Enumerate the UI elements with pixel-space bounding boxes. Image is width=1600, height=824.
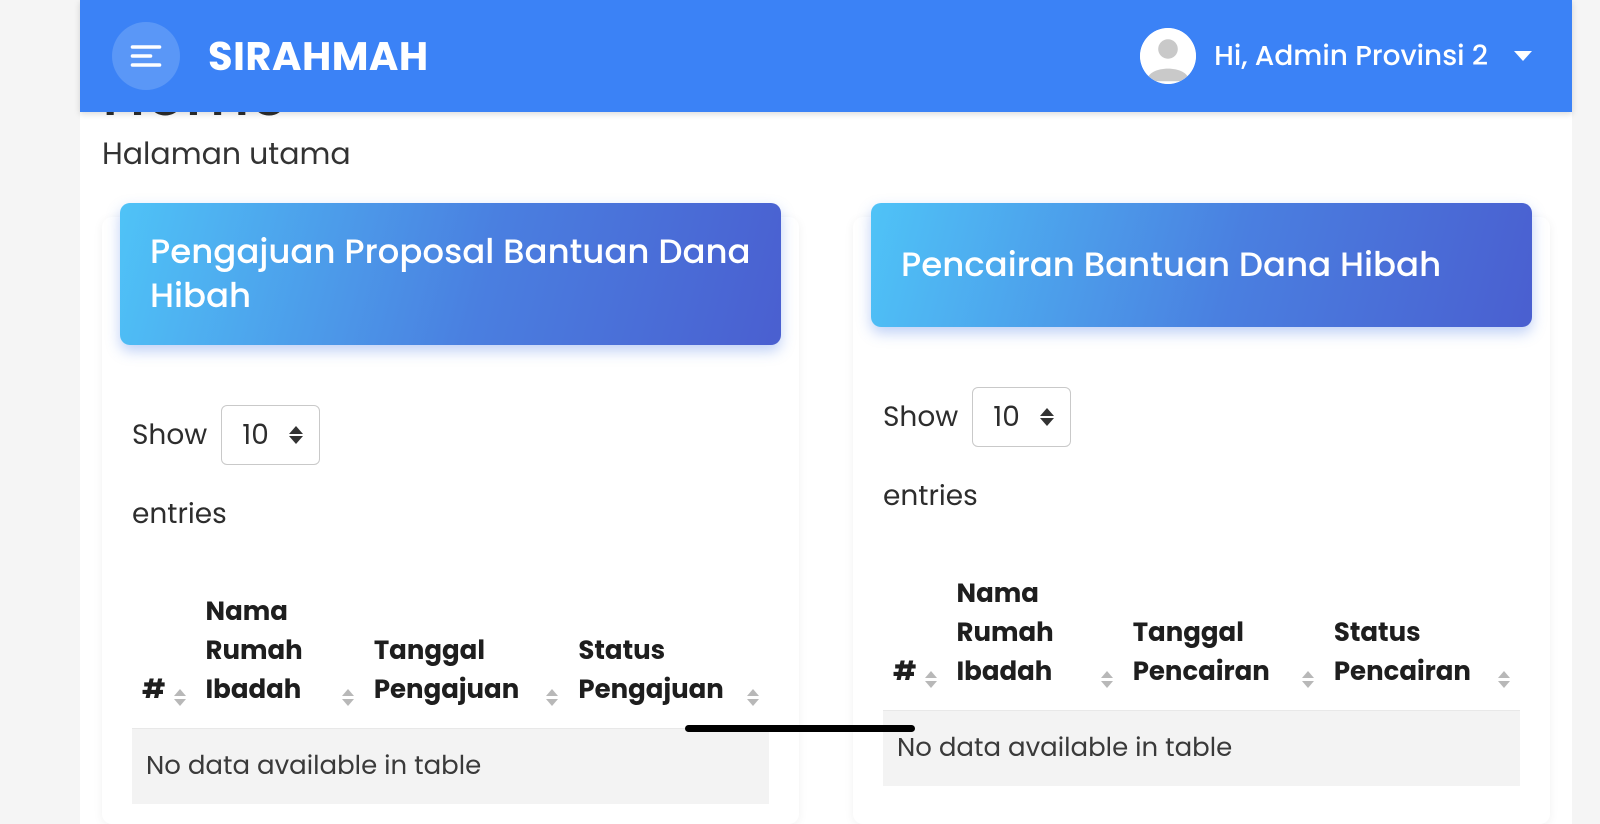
user-greeting: Hi, Admin Provinsi 2 xyxy=(1214,35,1488,77)
empty-row: No data available in table xyxy=(883,711,1520,787)
card-body: Show 10 entries # Nama Rumah Ibadah xyxy=(102,345,799,824)
card-title: Pengajuan Proposal Bantuan Dana Hibah xyxy=(150,229,751,317)
page-wrap: SIRAHMAH Hi, Admin Provinsi 2 Home Halam… xyxy=(0,0,1600,824)
sort-icon xyxy=(1498,671,1510,688)
card-pengajuan: Pengajuan Proposal Bantuan Dana Hibah Sh… xyxy=(102,217,799,824)
page-size-value: 10 xyxy=(993,396,1020,438)
show-entries: Show 10 entries xyxy=(132,405,769,535)
show-entries: Show 10 entries xyxy=(883,387,1520,517)
sort-icon xyxy=(342,689,354,706)
sort-icon xyxy=(1101,671,1113,688)
content: Home Halaman utama Pengajuan Proposal Ba… xyxy=(80,0,1572,824)
sort-icon xyxy=(546,689,558,706)
select-arrows-icon xyxy=(289,426,303,444)
page-size-select[interactable]: 10 xyxy=(221,405,320,465)
entries-label: entries xyxy=(132,493,227,535)
show-label: Show xyxy=(883,396,958,438)
menu-toggle-button[interactable] xyxy=(112,22,180,90)
col-status[interactable]: Status Pencairan xyxy=(1324,567,1520,711)
topbar: SIRAHMAH Hi, Admin Provinsi 2 xyxy=(80,0,1572,112)
col-nama[interactable]: Nama Rumah Ibadah xyxy=(947,567,1123,711)
topbar-left: SIRAHMAH xyxy=(112,22,429,90)
card-header: Pencairan Bantuan Dana Hibah xyxy=(871,203,1532,327)
home-indicator xyxy=(685,725,915,732)
sort-icon xyxy=(747,689,759,706)
card-header: Pengajuan Proposal Bantuan Dana Hibah xyxy=(120,203,781,345)
cards-row: Pengajuan Proposal Bantuan Dana Hibah Sh… xyxy=(80,217,1572,824)
page-size-select[interactable]: 10 xyxy=(972,387,1071,447)
col-tanggal[interactable]: Tanggal Pengajuan xyxy=(364,585,569,729)
data-table: # Nama Rumah Ibadah Tanggal Pengajuan St… xyxy=(132,585,769,804)
show-label: Show xyxy=(132,414,207,456)
page-subtitle: Halaman utama xyxy=(80,131,1572,177)
col-index[interactable]: # xyxy=(132,585,196,729)
page-size-value: 10 xyxy=(242,414,269,456)
sort-icon xyxy=(925,671,937,688)
col-nama[interactable]: Nama Rumah Ibadah xyxy=(196,585,364,729)
data-table: # Nama Rumah Ibadah Tanggal Pencairan St… xyxy=(883,567,1520,786)
card-body: Show 10 entries # Nama Rumah Ibadah xyxy=(853,327,1550,806)
col-tanggal[interactable]: Tanggal Pencairan xyxy=(1123,567,1324,711)
sort-icon xyxy=(174,689,186,706)
user-menu[interactable]: Hi, Admin Provinsi 2 xyxy=(1140,28,1532,84)
app-title: SIRAHMAH xyxy=(208,26,429,86)
col-status[interactable]: Status Pengajuan xyxy=(568,585,769,729)
hamburger-icon xyxy=(128,38,164,74)
chevron-down-icon xyxy=(1514,51,1532,61)
sort-icon xyxy=(1302,671,1314,688)
avatar-icon xyxy=(1140,28,1196,84)
avatar xyxy=(1140,28,1196,84)
select-arrows-icon xyxy=(1040,408,1054,426)
col-index[interactable]: # xyxy=(883,567,947,711)
empty-row: No data available in table xyxy=(132,729,769,805)
card-pencairan: Pencairan Bantuan Dana Hibah Show 10 ent… xyxy=(853,217,1550,824)
entries-label: entries xyxy=(883,475,978,517)
card-title: Pencairan Bantuan Dana Hibah xyxy=(901,242,1441,286)
